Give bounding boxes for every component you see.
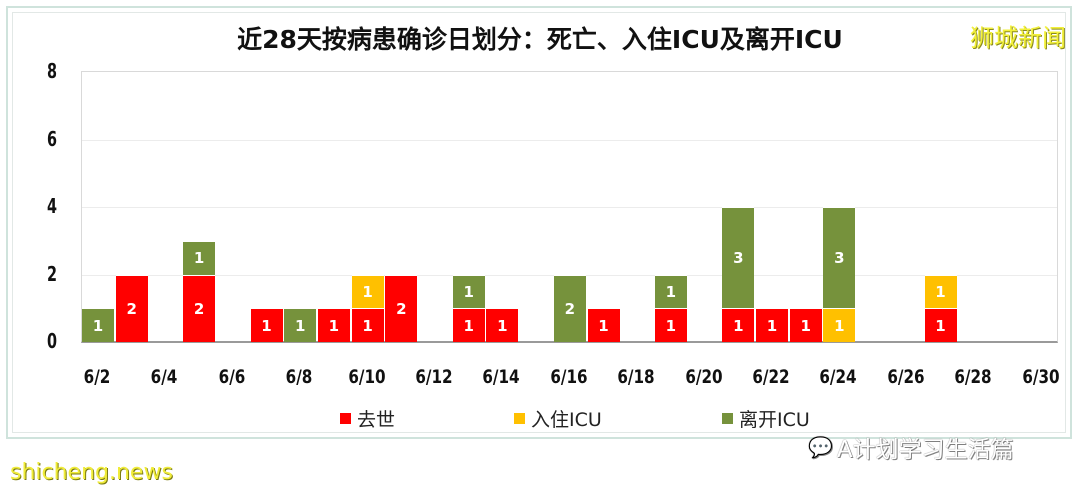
legend-label: 去世	[357, 409, 396, 431]
bar-segment: 1	[351, 274, 384, 309]
bar-segment: 1	[452, 308, 485, 342]
bar-segment: 2	[183, 274, 216, 342]
y-tick-label: 6	[46, 126, 58, 151]
x-tick-label: 6/30	[1021, 366, 1060, 388]
legend-label: 入住ICU	[531, 409, 602, 431]
gridline	[82, 207, 1057, 208]
bar-segment: 1	[823, 308, 856, 342]
watermark-site: shicheng.news	[10, 460, 173, 485]
bar-segment: 1	[317, 308, 350, 342]
x-tick-label: 6/6	[218, 366, 246, 388]
bar-segment: 1	[183, 240, 216, 275]
y-tick-label: 0	[46, 329, 58, 353]
watermark-wechat: 💬 A计划学习生活篇	[808, 430, 1014, 464]
x-tick-label: 6/14	[482, 366, 521, 388]
bar-segment: 3	[722, 207, 755, 309]
bar-segment: 1	[250, 308, 283, 342]
bar-segment: 1	[654, 274, 687, 309]
x-tick-label: 6/20	[684, 366, 723, 388]
bar-segment: 3	[823, 207, 856, 309]
legend-swatch-red	[340, 413, 351, 424]
x-tick-label: 6/26	[887, 366, 925, 388]
chart-title: 近28天按病患确诊日划分：死亡、入住ICU及离开ICU	[237, 25, 843, 54]
bar-segment: 1	[654, 308, 687, 342]
bar-segment: 1	[756, 308, 788, 342]
x-tick-label: 6/10	[347, 366, 386, 388]
bar-segment: 1	[486, 308, 519, 342]
legend-swatch-green	[722, 413, 733, 424]
y-tick-label: 8	[46, 59, 58, 83]
x-tick-label: 6/18	[617, 366, 655, 388]
y-tick-label: 2	[46, 261, 58, 286]
x-tick-label: 6/22	[752, 366, 790, 388]
bar-segment: 2	[385, 274, 418, 342]
legend-label: 离开ICU	[739, 409, 810, 431]
wechat-icon: 💬	[808, 435, 833, 459]
bar-segment: 1	[924, 274, 957, 309]
bar-segment: 1	[351, 308, 384, 342]
chart-frame	[6, 6, 1072, 439]
bar-segment: 1	[82, 308, 114, 342]
bar-segment: 1	[924, 308, 957, 342]
bar-segment: 2	[115, 274, 148, 342]
watermark-wechat-label: A计划学习生活篇	[836, 437, 1014, 463]
y-tick-label: 4	[46, 194, 58, 218]
bar-segment: 1	[789, 308, 822, 342]
x-tick-label: 6/24	[819, 366, 858, 388]
x-tick-label: 6/2	[83, 366, 111, 388]
x-tick-label: 6/12	[415, 366, 453, 388]
x-tick-label: 6/4	[151, 366, 178, 388]
x-tick-label: 6/16	[550, 366, 588, 388]
gridline	[82, 139, 1057, 141]
bar-segment: 1	[452, 274, 485, 309]
legend-item-death: 去世	[340, 405, 395, 432]
x-tick-label: 6/8	[285, 366, 313, 388]
bar-segment: 1	[722, 308, 755, 342]
legend-item-icu-in: 入住ICU	[514, 405, 602, 432]
x-tick-label: 6/28	[954, 366, 992, 388]
legend-swatch-yellow	[514, 413, 525, 424]
legend-item-icu-out: 离开ICU	[722, 405, 810, 432]
bar-segment: 2	[553, 274, 586, 342]
bar-segment: 1	[284, 308, 317, 342]
chart-frame-inner	[12, 12, 1066, 433]
bar-segment: 1	[587, 308, 620, 342]
brand-logo-text: 狮城新闻	[970, 24, 1066, 52]
